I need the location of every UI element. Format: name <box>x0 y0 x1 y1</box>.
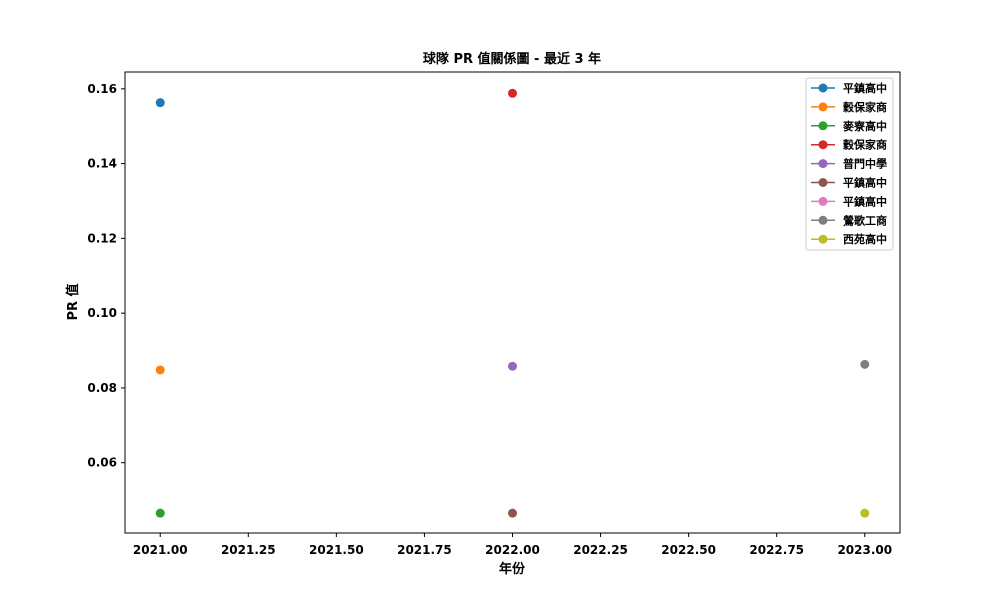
legend-marker <box>818 215 828 225</box>
x-tick-label: 2021.75 <box>397 543 452 557</box>
legend-item: 麥寮高中 <box>811 119 887 133</box>
x-tick-label: 2022.75 <box>749 543 804 557</box>
x-axis-label: 年份 <box>499 561 526 577</box>
legend-label: 平鎮高中 <box>843 81 887 95</box>
legend-item: 穀保家商 <box>811 138 887 152</box>
y-tick-label: 0.08 <box>87 381 117 395</box>
legend-marker <box>818 196 828 206</box>
data-point <box>508 361 517 371</box>
y-tick-label: 0.14 <box>87 157 117 171</box>
legend-label: 普門中學 <box>843 157 887 171</box>
legend-item: 平鎮高中 <box>811 194 887 208</box>
x-tick-label: 2022.00 <box>485 543 540 557</box>
legend-item: 穀保家商 <box>811 100 887 114</box>
data-point <box>155 98 165 108</box>
legend-item: 鶯歌工商 <box>811 213 887 227</box>
y-axis-label: PR 值 <box>65 283 81 320</box>
data-point <box>508 88 517 98</box>
legend-label: 西苑高中 <box>843 232 887 246</box>
legend-label: 鶯歌工商 <box>843 213 887 227</box>
legend-marker <box>818 159 828 169</box>
legend-item: 普門中學 <box>811 157 887 171</box>
data-points <box>155 88 870 518</box>
legend-label: 麥寮高中 <box>842 119 887 133</box>
x-axis: 2021.00 2021.25 2021.50 2021.75 2022.00 2022.… <box>133 533 892 557</box>
data-point <box>508 508 517 518</box>
y-tick-label: 0.12 <box>87 231 117 245</box>
legend-marker <box>818 121 828 131</box>
y-tick-label: 0.06 <box>87 456 117 470</box>
legend-item: 平鎮高中 <box>811 176 887 190</box>
legend-label: 穀保家商 <box>843 100 887 114</box>
legend-item: 西苑高中 <box>811 232 887 246</box>
legend-marker <box>818 83 828 93</box>
plot-area <box>124 71 901 534</box>
legend-box <box>805 77 894 251</box>
y-axis: 0.06 0.08 0.10 0.12 0.14 0.16 <box>87 82 125 470</box>
x-tick-label: 2021.25 <box>221 543 276 557</box>
x-tick-label: 2023.00 <box>837 543 892 557</box>
data-point <box>860 359 870 369</box>
legend-marker <box>818 234 828 244</box>
x-tick-label: 2021.50 <box>309 543 364 557</box>
x-tick-label: 2022.25 <box>573 543 628 557</box>
data-point <box>155 365 165 375</box>
data-point <box>860 508 870 518</box>
legend-label: 穀保家商 <box>843 138 887 152</box>
chart-title: 球隊 PR 值關係圖 - 最近 3 年 <box>423 51 601 67</box>
y-tick-label: 0.10 <box>87 306 117 320</box>
legend-item: 平鎮高中 <box>811 81 887 95</box>
data-point <box>155 508 165 518</box>
legend-label: 平鎮高中 <box>843 176 887 190</box>
legend-marker <box>818 140 828 150</box>
legend-marker <box>818 178 828 187</box>
y-tick-label: 0.16 <box>87 82 117 96</box>
x-tick-label: 2022.50 <box>661 543 716 557</box>
legend-label: 平鎮高中 <box>843 194 887 208</box>
legend-marker <box>818 102 828 112</box>
x-tick-label: 2021.00 <box>133 543 188 557</box>
